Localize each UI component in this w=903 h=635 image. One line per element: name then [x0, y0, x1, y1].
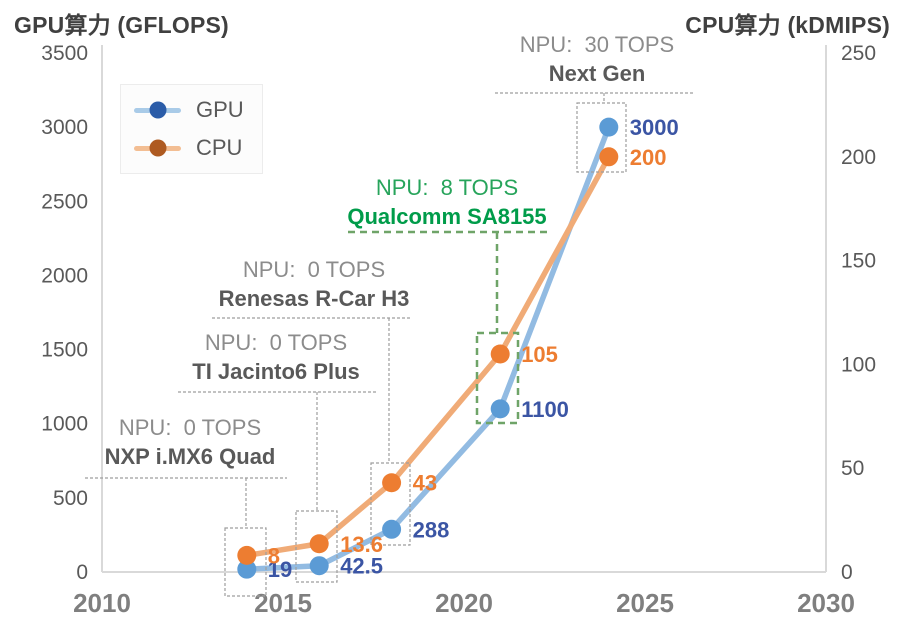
right-axis-tick-label: 150: [841, 250, 876, 273]
x-axis-tick-label: 2010: [73, 588, 131, 618]
annotation-highlight-rect: [576, 102, 627, 173]
cpu-point: [237, 545, 257, 565]
cpu-point: [382, 473, 402, 493]
annotation-npu-label: NPU: 0 TOPS: [205, 330, 347, 355]
cpu-point-label: 105: [521, 342, 558, 367]
cpu-line-sample-icon: [134, 139, 181, 157]
gpu-line-sample-icon: [134, 101, 181, 119]
cpu-point: [309, 534, 329, 554]
annotation-npu-label: NPU: 0 TOPS: [119, 415, 261, 440]
right-axis-tick-label: 100: [841, 353, 876, 376]
right-axis-title: CPU算力 (kDMIPS): [685, 12, 890, 38]
right-axis-tick-label: 0: [841, 561, 853, 584]
annotation-npu-label: NPU: 30 TOPS: [520, 32, 674, 57]
annotation-chip-name: Renesas R-Car H3: [219, 286, 410, 311]
annotation-chip-name: Next Gen: [549, 61, 646, 86]
cpu-point: [599, 147, 619, 167]
cpu-point-label: 43: [413, 471, 437, 496]
left-axis-tick-label: 500: [53, 487, 88, 510]
gpu-point-label: 19: [268, 557, 292, 582]
gpu-point: [382, 519, 402, 539]
annotation-npu-label: NPU: 8 TOPS: [376, 175, 518, 200]
right-axis-tick-label: 250: [841, 42, 876, 65]
left-axis-tick-label: 2000: [41, 264, 88, 287]
annotation-npu-label: NPU: 0 TOPS: [243, 257, 385, 282]
gpu-point-label: 1100: [521, 397, 569, 422]
left-axis-tick-label: 3500: [41, 42, 88, 65]
cpu-point-label: 200: [630, 145, 667, 170]
left-axis-title: GPU算力 (GFLOPS): [14, 12, 229, 38]
gpu-point-label: 288: [413, 517, 450, 542]
gpu-point-label: 42.5: [340, 554, 383, 579]
annotation-chip-name: NXP i.MX6 Quad: [105, 444, 276, 469]
right-axis-tick-label: 50: [841, 457, 864, 480]
x-axis-tick-label: 2015: [254, 588, 312, 618]
legend: GPU CPU: [120, 84, 263, 174]
left-axis-tick-label: 0: [76, 561, 88, 584]
gpu-marker-icon: [149, 101, 166, 119]
gpu-point: [490, 399, 510, 419]
left-axis-tick-label: 1500: [41, 339, 88, 362]
cpu-point-label: 8: [268, 543, 280, 568]
annotation-highlight-rect: [475, 331, 520, 425]
cpu-point-label: 13.6: [340, 532, 383, 557]
x-axis-tick-label: 2025: [616, 588, 674, 618]
left-axis-tick-label: 1000: [41, 413, 88, 436]
gpu-point: [599, 117, 619, 137]
legend-label-cpu: CPU: [196, 135, 243, 160]
left-axis-tick-label: 2500: [41, 190, 88, 213]
right-axis-tick-label: 200: [841, 146, 876, 169]
gpu-point: [237, 559, 257, 579]
annotation-highlight-rect: [370, 462, 411, 546]
legend-item-gpu: GPU: [134, 97, 262, 123]
x-axis-tick-label: 2020: [435, 588, 493, 618]
left-axis-tick-label: 3000: [41, 116, 88, 139]
gpu-point-label: 3000: [630, 115, 679, 140]
legend-label-gpu: GPU: [196, 97, 244, 122]
cpu-point: [490, 344, 510, 364]
annotation-highlight-rect: [295, 510, 338, 583]
cpu-marker-icon: [149, 139, 166, 157]
x-axis-tick-label: 2030: [797, 588, 855, 618]
legend-item-cpu: CPU: [134, 135, 262, 161]
annotation-chip-name: TI Jacinto6 Plus: [192, 359, 360, 384]
annotation-chip-name: Qualcomm SA8155: [347, 204, 546, 229]
annotation-highlight-rect: [224, 527, 267, 597]
gpu-point: [309, 556, 329, 576]
